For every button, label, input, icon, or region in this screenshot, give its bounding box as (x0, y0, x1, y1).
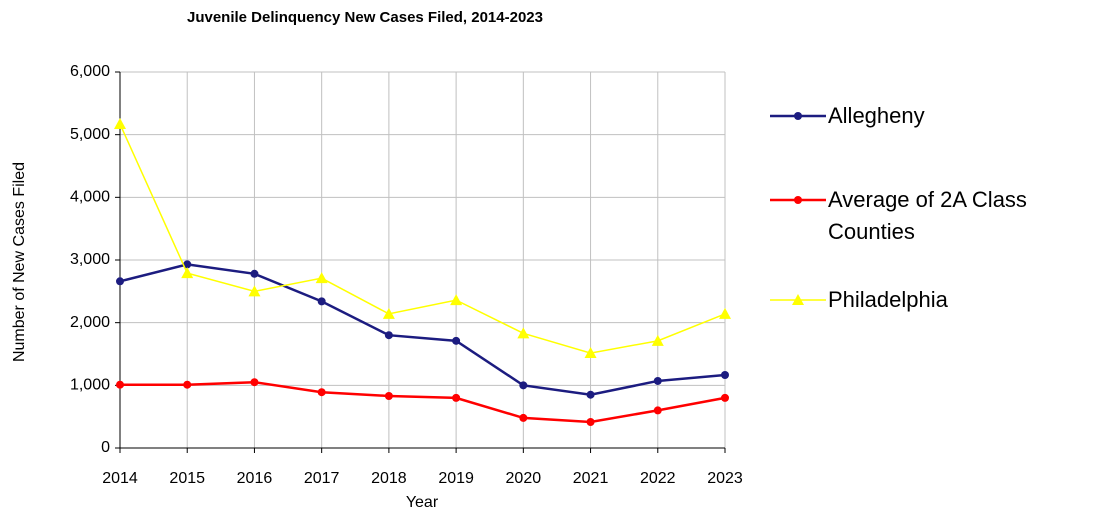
marker (721, 393, 729, 402)
marker (586, 390, 595, 399)
y-tick-label: 2,000 (70, 314, 110, 331)
marker (452, 336, 461, 345)
marker (653, 406, 662, 415)
marker (452, 393, 461, 402)
marker (116, 277, 124, 286)
series-line (119, 263, 726, 397)
series-line (119, 123, 726, 354)
marker (317, 388, 326, 397)
x-tick-label: 2021 (573, 470, 609, 487)
marker (519, 381, 528, 390)
marker (719, 307, 731, 319)
marker (248, 285, 261, 297)
marker (792, 294, 804, 305)
marker (315, 272, 328, 284)
x-tick-label: 2015 (169, 470, 205, 487)
marker (116, 380, 124, 389)
y-axis-label: Number of New Cases Filed (11, 162, 28, 362)
y-tick-label: 4,000 (70, 189, 110, 206)
marker (653, 376, 662, 385)
marker (181, 267, 194, 279)
y-tick-label: 3,000 (70, 251, 110, 268)
chart-title: Juvenile Delinquency New Cases Filed, 20… (187, 9, 543, 26)
marker (584, 347, 597, 359)
marker (721, 370, 729, 379)
y-tick-label: 0 (101, 439, 110, 456)
series-line (120, 380, 726, 424)
x-tick-label: 2023 (707, 470, 743, 487)
marker (183, 380, 192, 389)
x-axis-label: Year (406, 494, 439, 511)
legend-label: Average of 2A Class Counties (828, 187, 1027, 244)
x-tick-label: 2016 (237, 470, 273, 487)
marker (586, 417, 595, 426)
y-tick-label: 1,000 (70, 377, 110, 394)
y-tick-label: 5,000 (70, 126, 110, 143)
x-tick-label: 2019 (438, 470, 474, 487)
marker (450, 294, 463, 306)
marker (317, 297, 326, 306)
marker (382, 307, 395, 319)
marker (183, 260, 192, 269)
marker (114, 118, 126, 130)
x-tick-label: 2022 (640, 470, 676, 487)
legend-label: Allegheny (828, 103, 925, 128)
marker (250, 378, 259, 387)
marker (250, 269, 259, 278)
y-tick-label: 6,000 (70, 63, 110, 80)
marker (651, 334, 664, 346)
marker (517, 327, 530, 339)
marker (794, 196, 802, 204)
x-tick-label: 2020 (506, 470, 542, 487)
legend-label: Philadelphia (828, 287, 948, 312)
marker (384, 331, 393, 340)
marker (519, 413, 528, 422)
marker (384, 391, 393, 400)
marker (794, 112, 802, 120)
x-tick-label: 2017 (304, 470, 340, 487)
x-tick-label: 2018 (371, 470, 407, 487)
x-tick-label: 2014 (102, 470, 138, 487)
